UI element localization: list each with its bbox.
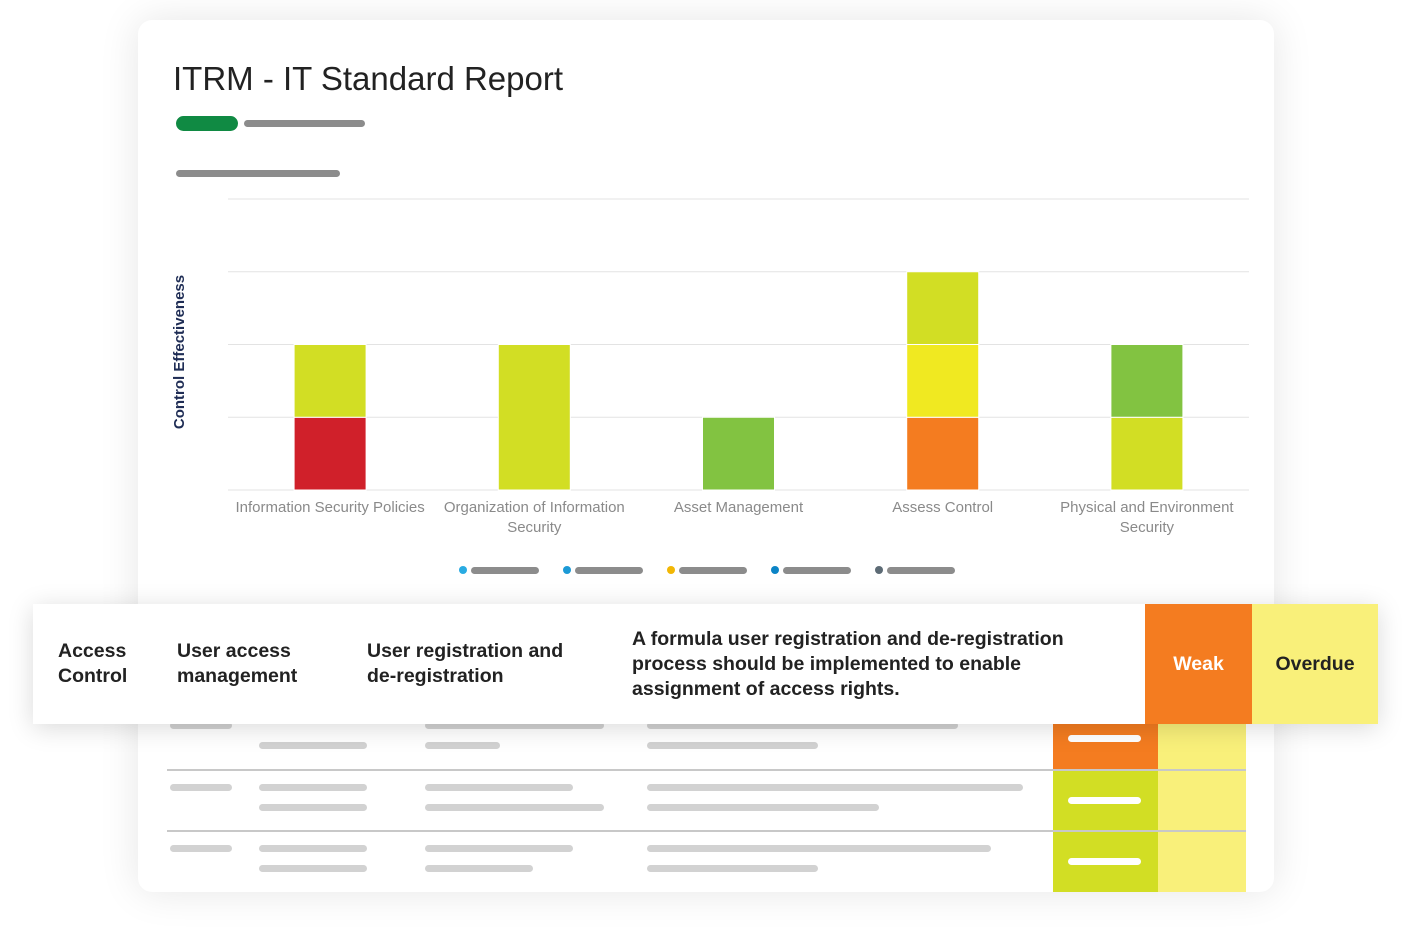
x-tick-label: Organization of Information Security: [443, 499, 625, 536]
bar-segment: [293, 344, 367, 418]
table-cell: Access Control: [58, 640, 128, 687]
bar-segment: [497, 344, 571, 491]
x-tick-label: Asset Management: [673, 499, 804, 516]
legend-placeholder: [459, 566, 955, 574]
bar-segment: [906, 271, 980, 345]
x-tick-label: Information Security Policies: [235, 499, 425, 516]
bar-segment: [293, 416, 367, 491]
table-cell: User access management: [177, 640, 298, 687]
table-cell: User registration and de-registration: [367, 640, 564, 687]
report-title: ITRM - IT Standard Report: [173, 60, 564, 97]
table-cell: A formula user registration and de-regis…: [632, 627, 1064, 700]
x-tick-label: Assess Control: [892, 499, 994, 516]
status-pill: [176, 116, 238, 131]
status-cell: Weak: [1145, 604, 1252, 724]
bar-segment: [702, 416, 775, 491]
placeholder: [244, 120, 365, 127]
placeholder: [176, 170, 340, 177]
background-rows: [167, 722, 1246, 892]
bar-segment: [906, 344, 980, 418]
bar-segment: [906, 416, 980, 491]
bar-segment: [1110, 416, 1184, 491]
x-tick-label: Physical and Environment Security: [1060, 499, 1234, 536]
due-cell: Overdue: [1252, 604, 1378, 724]
y-axis-label: Control Effectiveness: [171, 275, 188, 429]
bar-segment: [1110, 344, 1184, 418]
highlighted-row: Access Control User access management Us…: [33, 604, 1378, 724]
